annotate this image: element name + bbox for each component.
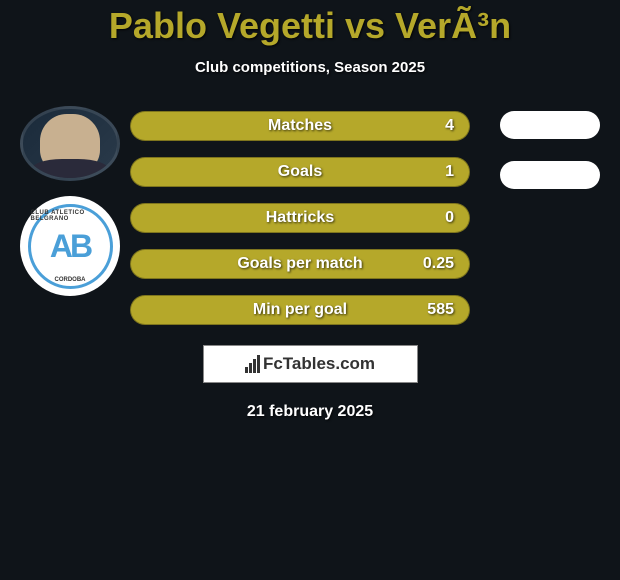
main-container: Pablo Vegetti vs VerÃ³n Club competition… [0,0,620,421]
logo-text: FcTables.com [263,354,375,374]
stat-value: 4 [445,117,454,135]
club-letters: AB [50,228,90,265]
club-badge-inner: CLUB ATLETICO BELGRANO AB CORDOBA [28,204,113,289]
left-column: CLUB ATLETICO BELGRANO AB CORDOBA [10,106,130,296]
stat-label: Hattricks [266,209,334,227]
stat-value: 0.25 [423,255,454,273]
right-column [490,106,610,189]
fctables-logo: FcTables.com [203,345,418,383]
stat-label: Min per goal [253,301,347,319]
stat-bar-hattricks: Hattricks 0 [130,203,470,233]
comparison-pill [500,111,600,139]
avatar-silhouette [40,114,100,174]
comparison-pill [500,161,600,189]
page-title: Pablo Vegetti vs VerÃ³n [0,5,620,47]
footer-section: FcTables.com 21 february 2025 [0,345,620,421]
bars-column: Matches 4 Goals 1 Hattricks 0 Goals per … [130,106,490,325]
stat-bar-goals-per-match: Goals per match 0.25 [130,249,470,279]
stat-value: 0 [445,209,454,227]
chart-icon [245,355,260,373]
stat-label: Goals per match [237,255,362,273]
page-subtitle: Club competitions, Season 2025 [0,59,620,76]
player-avatar [20,106,120,181]
stat-bar-goals: Goals 1 [130,157,470,187]
club-text-top: CLUB ATLETICO BELGRANO [31,210,110,222]
club-badge: CLUB ATLETICO BELGRANO AB CORDOBA [20,196,120,296]
stat-value: 1 [445,163,454,181]
stat-bar-min-per-goal: Min per goal 585 [130,295,470,325]
date-text: 21 february 2025 [247,403,373,421]
stat-bar-matches: Matches 4 [130,111,470,141]
stat-value: 585 [427,301,454,319]
content-row: CLUB ATLETICO BELGRANO AB CORDOBA Matche… [0,106,620,325]
stat-label: Goals [278,163,322,181]
stat-label: Matches [268,117,332,135]
club-text-bottom: CORDOBA [55,277,86,283]
